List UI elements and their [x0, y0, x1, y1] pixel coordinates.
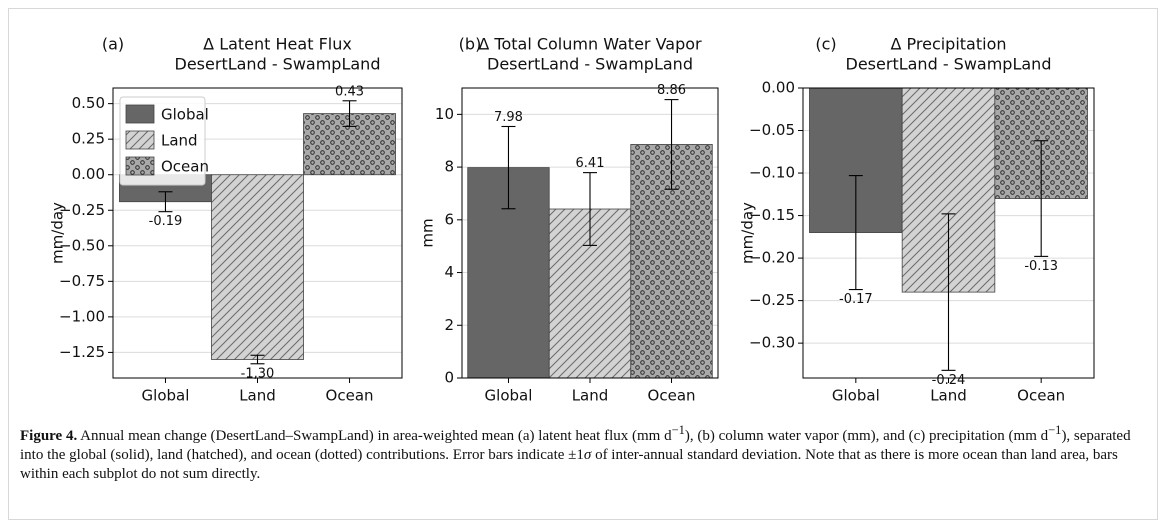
- y-axis-label: mm: [419, 218, 437, 247]
- data-label: -0.17: [839, 292, 873, 307]
- x-tick-label: Land: [572, 387, 609, 405]
- x-tick-label: Global: [485, 387, 533, 405]
- y-tick-label: −0.75: [59, 272, 105, 290]
- caption-text: ), (b) column water vapor (mm), and (c) …: [684, 428, 1049, 444]
- data-label: -0.13: [1024, 259, 1058, 274]
- x-tick-label: Land: [239, 387, 276, 405]
- legend-label: Global: [161, 106, 209, 124]
- y-tick-label: 2: [444, 316, 454, 334]
- x-tick-label: Ocean: [326, 387, 374, 405]
- panel-label: (c): [815, 35, 836, 54]
- x-tick-label: Land: [930, 387, 967, 405]
- y-tick-label: −0.20: [749, 249, 795, 267]
- y-tick-label: 0.25: [72, 130, 105, 148]
- superscript: −1: [1048, 423, 1062, 437]
- y-tick-label: 0.00: [762, 79, 795, 97]
- caption-label: Figure 4.: [20, 428, 78, 444]
- y-tick-label: 10: [435, 105, 454, 123]
- legend-label: Ocean: [161, 158, 209, 176]
- y-axis-label: mm/day: [739, 202, 757, 264]
- y-tick-label: −0.25: [749, 291, 795, 309]
- y-tick-label: −0.10: [749, 164, 795, 182]
- y-tick-label: −1.00: [59, 307, 105, 325]
- chart-title: Δ Latent Heat Flux: [203, 35, 352, 54]
- x-tick-label: Global: [832, 387, 880, 405]
- y-tick-label: −0.15: [749, 206, 795, 224]
- legend-swatch: [125, 156, 155, 176]
- caption-text: Annual mean change (DesertLand–SwampLand…: [80, 428, 672, 444]
- data-label: -0.19: [149, 214, 183, 229]
- x-tick-label: Global: [142, 387, 190, 405]
- legend-label: Land: [161, 132, 198, 150]
- caption: Figure 4. Annual mean change (DesertLand…: [20, 421, 1148, 484]
- data-label: 0.43: [335, 84, 364, 99]
- x-tick-label: Ocean: [1017, 387, 1065, 405]
- chart-subtitle: DesertLand - SwampLand: [175, 55, 381, 74]
- sigma: σ: [583, 447, 592, 463]
- legend-swatch: [125, 130, 155, 150]
- data-label: 6.41: [576, 156, 605, 171]
- y-tick-label: 4: [444, 263, 454, 281]
- y-tick-label: −0.30: [749, 334, 795, 352]
- y-tick-label: 0.50: [72, 94, 105, 112]
- legend-swatch: [125, 104, 155, 124]
- y-tick-label: 0.00: [72, 165, 105, 183]
- axes-frame: [461, 87, 719, 379]
- y-tick-label: −1.25: [59, 343, 105, 361]
- data-label: 7.98: [494, 110, 523, 125]
- y-tick-label: 8: [444, 158, 454, 176]
- figure-frame: [8, 8, 1158, 520]
- chart-title: Δ Precipitation: [890, 35, 1006, 54]
- y-tick-label: 0: [444, 369, 454, 387]
- chart-title: Δ Total Column Water Vapor: [478, 35, 702, 54]
- axes-frame: [802, 87, 1095, 379]
- y-tick-label: −0.50: [59, 236, 105, 254]
- bar: [211, 174, 304, 360]
- panel-label: (a): [102, 35, 124, 54]
- y-tick-label: −0.25: [59, 201, 105, 219]
- caption-text: ), separated into the global (solid), la…: [20, 428, 1131, 463]
- y-tick-label: −0.05: [749, 121, 795, 139]
- chart-subtitle: DesertLand - SwampLand: [487, 55, 693, 74]
- superscript: −1: [671, 423, 685, 437]
- chart-subtitle: DesertLand - SwampLand: [846, 55, 1052, 74]
- y-tick-label: 6: [444, 210, 454, 228]
- caption-text: of inter-annual standard deviation. Note…: [20, 447, 1118, 482]
- panel-label: (b): [459, 35, 482, 54]
- axes-frame: [112, 87, 403, 379]
- x-tick-label: Ocean: [648, 387, 696, 405]
- data-label: 8.86: [657, 83, 686, 98]
- y-axis-label: mm/day: [49, 202, 67, 264]
